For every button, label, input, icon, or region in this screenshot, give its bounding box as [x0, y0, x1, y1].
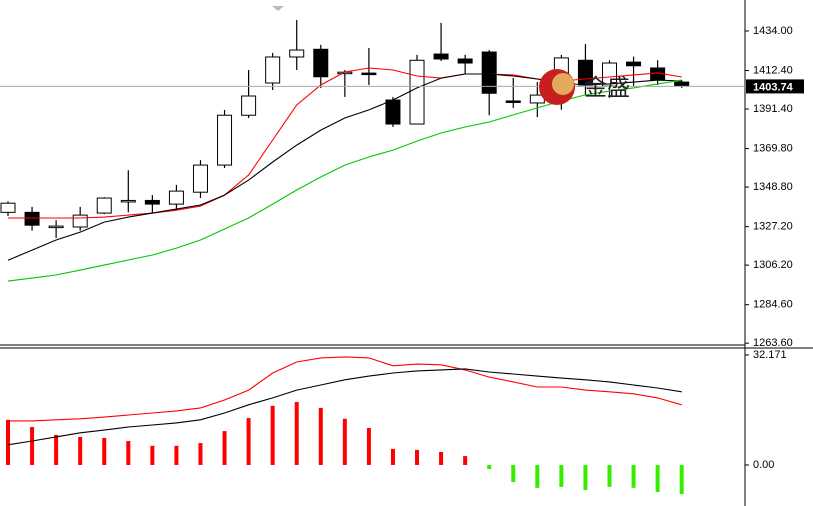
candle-body — [120, 199, 136, 203]
histogram-bar — [318, 407, 323, 465]
histogram-bar — [294, 402, 299, 465]
candle-body — [265, 56, 281, 84]
histogram-bar — [535, 464, 540, 488]
candle-body — [433, 53, 449, 60]
histogram-bar — [583, 464, 588, 490]
candle-body — [385, 99, 401, 125]
candle-body — [505, 100, 521, 103]
candle-body — [192, 164, 208, 193]
histogram-bar — [655, 464, 660, 492]
y-tick-label: 32.171 — [753, 349, 787, 361]
histogram-bar — [487, 464, 492, 470]
y-tick-label: 1391.40 — [753, 103, 793, 115]
histogram-bar — [366, 428, 371, 465]
candle-body — [0, 202, 16, 213]
current-price-box — [746, 79, 804, 94]
candle-body — [289, 49, 305, 58]
histogram-bar — [30, 427, 35, 465]
watermark: 金盛 — [539, 69, 630, 105]
candle-body — [313, 48, 329, 78]
y-tick-label: 1369.80 — [753, 142, 793, 154]
histogram-bar — [126, 441, 131, 465]
histogram-bar — [463, 456, 468, 465]
candle-body — [241, 95, 257, 116]
histogram-bar — [222, 431, 227, 465]
watermark-logo — [552, 73, 574, 95]
y-tick-label: 1263.60 — [753, 337, 793, 349]
histogram-bar — [631, 464, 636, 488]
y-tick-label: 0.00 — [753, 459, 774, 471]
candle-body — [168, 190, 184, 205]
candle-body — [96, 197, 112, 214]
histogram-bar — [270, 405, 275, 465]
candle-body — [409, 59, 425, 125]
y-tick-label: 1284.60 — [753, 299, 793, 311]
y-tick-label: 1348.80 — [753, 181, 793, 193]
histogram-bar — [390, 448, 395, 465]
signal-line — [8, 356, 682, 422]
candle-body — [144, 199, 160, 205]
candle-body — [72, 214, 88, 228]
histogram-bar — [342, 418, 347, 465]
histogram-bar — [246, 418, 251, 465]
candle-body — [457, 58, 473, 64]
candle-body — [481, 51, 497, 94]
y-tick-label: 1412.40 — [753, 64, 793, 76]
candle-body — [24, 211, 40, 226]
shift-marker — [272, 6, 284, 11]
histogram-bar — [102, 437, 107, 465]
histogram-bar — [6, 419, 10, 465]
histogram-bar — [78, 436, 83, 465]
histogram-bar — [607, 464, 612, 487]
candle-body — [626, 61, 642, 67]
y-tick-label: 1434.00 — [753, 25, 793, 37]
histogram-bar — [439, 451, 444, 465]
watermark-text: 金盛 — [584, 74, 630, 100]
histogram-bar — [511, 464, 516, 483]
candle-body — [217, 114, 233, 166]
histogram-bar — [198, 443, 203, 465]
y-tick-label: 1327.20 — [753, 221, 793, 233]
histogram-bar — [679, 464, 684, 495]
signal-line — [7, 368, 682, 446]
candle-body — [674, 81, 690, 87]
candle-body — [48, 225, 64, 229]
histogram-bar — [174, 445, 179, 465]
y-tick-label: 1306.20 — [753, 259, 793, 271]
histogram-bar — [559, 464, 564, 487]
current-price-label: 1403.74 — [753, 81, 794, 93]
histogram-bar — [150, 445, 155, 465]
histogram-bar — [415, 449, 420, 465]
candle-body — [361, 72, 377, 76]
histogram-bar — [54, 434, 59, 465]
